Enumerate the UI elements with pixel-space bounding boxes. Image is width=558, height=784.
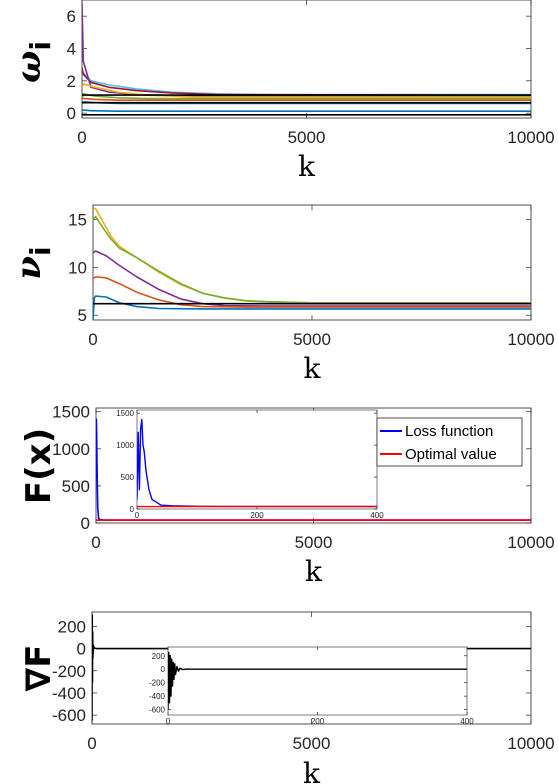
grad-series-group: [92, 614, 531, 721]
nu-ylabel-sub: i: [24, 246, 57, 256]
grad-ytick-label: -400: [52, 684, 86, 703]
grad-inset-ytick-label: 200: [152, 652, 166, 661]
nu-series-line-2: [93, 250, 531, 307]
loss-inset: 0 200 400 0 500 1000 1500: [116, 409, 384, 520]
omega-ylabel-text: ωi: [9, 41, 57, 83]
loss-legend: Loss function Optimal value: [376, 417, 523, 467]
nu-xtick-label: 5000: [293, 330, 331, 349]
grad-ytick-label: 0: [77, 640, 86, 659]
loss-inset-xtick-label: 0: [135, 511, 140, 520]
loss-legend-entry-1: Optimal value: [405, 446, 497, 463]
loss-legend-entry-0: Loss function: [405, 423, 493, 440]
nu-ytick-label: 15: [68, 210, 87, 229]
omega-ylabel-sub: i: [24, 41, 57, 51]
grad-inset-xtick-label: 0: [166, 717, 171, 726]
loss-xtick-label: 10000: [507, 533, 554, 552]
loss-legend-box: [376, 417, 523, 467]
loss-inset-ytick-label: 1500: [116, 409, 134, 418]
nu-series-line-1: [93, 215, 531, 304]
omega-series-line-5: [82, 96, 531, 102]
grad-inset-xtick-label: 400: [460, 717, 474, 726]
loss-ytick-label: 1500: [52, 403, 90, 422]
chart-grad: 0 5000 10000 -600 -400 -200 0 200 k ∇F 0 200 400 -600…: [19, 611, 555, 784]
loss-ylabel: F(x): [19, 428, 59, 504]
omega-ytick-label: 2: [67, 72, 76, 91]
nu-series-line-4: [93, 295, 531, 320]
grad-inset: 0 200 400 -600 -400 -200 0 200: [149, 646, 474, 726]
omega-series-line-4: [82, 92, 531, 100]
grad-inset-axes-box: [167, 646, 468, 716]
grad-inset-series-line-0: [168, 651, 467, 710]
loss-ylabel-text: F(x): [19, 428, 59, 504]
grad-inset-ytick-label: 0: [161, 665, 166, 674]
loss-ytick-label: 0: [81, 514, 90, 533]
loss-xtick-label: 5000: [295, 533, 333, 552]
nu-series-group: [93, 207, 531, 320]
nu-ytick-label: 10: [68, 258, 87, 277]
grad-series-line-0: [92, 614, 531, 721]
nu-series-line-3: [93, 276, 531, 308]
nu-ytick-label: 5: [78, 306, 87, 325]
grad-ytick-label: 200: [58, 617, 86, 636]
loss-ytick-label: 500: [62, 477, 90, 496]
grad-xtick-label: 0: [87, 734, 96, 753]
omega-ylabel-main: ω: [9, 51, 49, 83]
loss-inset-axes-box: [136, 409, 378, 510]
grad-xtick-label: 10000: [507, 734, 554, 753]
omega-xtick-label: 10000: [507, 128, 554, 147]
omega-ytick-label: 6: [67, 7, 76, 26]
grad-xtick-label: 5000: [293, 734, 331, 753]
grad-xlabel: k: [303, 757, 321, 784]
grad-inset-ytick-label: -400: [149, 692, 166, 701]
nu-ylabel-text: νi: [9, 246, 57, 279]
loss-inset-xtick-label: 400: [370, 511, 384, 520]
grad-inset-xtick-label: 200: [311, 717, 325, 726]
grad-ylabel-text: ∇F: [19, 645, 59, 692]
omega-xlabel: k: [298, 150, 316, 183]
chart-loss: 0 5000 10000 0 500 1000 1500 k F(x) 0 200 400 0 500 10…: [19, 403, 555, 588]
grad-ytick-label: -600: [52, 706, 86, 725]
loss-inset-ytick-label: 0: [130, 505, 135, 514]
omega-series-line-3: [82, 83, 531, 98]
nu-xtick-label: 10000: [507, 330, 554, 349]
omega-series-group: [82, 3, 531, 116]
nu-xtick-label: 0: [88, 330, 97, 349]
loss-xlabel: k: [305, 555, 323, 588]
omega-ytick-label: 0: [67, 104, 76, 123]
grad-inset-series-group: [168, 651, 467, 710]
loss-inset-ytick-label: 1000: [116, 441, 134, 450]
omega-series-line-7: [82, 109, 531, 113]
omega-ytick-label: 4: [67, 39, 76, 58]
loss-series-group: [96, 418, 531, 521]
omega-ylabel: ωi: [9, 41, 57, 83]
chart-nu: 0 5000 10000 5 10 15 k νi: [9, 204, 555, 385]
loss-inset-xtick-label: 200: [250, 511, 264, 520]
loss-xtick-label: 0: [91, 533, 100, 552]
loss-ytick-label: 1000: [52, 440, 90, 459]
chart-omega: 0 5000 10000 0 2 4 6 k ωi: [9, 0, 555, 183]
nu-ylabel-main: ν: [9, 256, 49, 280]
loss-inset-ytick-label: 500: [121, 473, 135, 482]
grad-inset-ytick-label: -200: [149, 679, 166, 688]
omega-xtick-label: 5000: [288, 128, 326, 147]
omega-xtick-label: 0: [77, 128, 86, 147]
nu-ylabel: νi: [9, 246, 57, 279]
omega-series-line-2: [82, 3, 531, 97]
grad-ytick-label: -200: [52, 662, 86, 681]
grad-inset-ytick-label: -600: [149, 706, 166, 715]
grad-ylabel: ∇F: [19, 645, 59, 692]
loss-inset-series-group: [137, 418, 377, 508]
nu-xlabel: k: [304, 352, 322, 385]
